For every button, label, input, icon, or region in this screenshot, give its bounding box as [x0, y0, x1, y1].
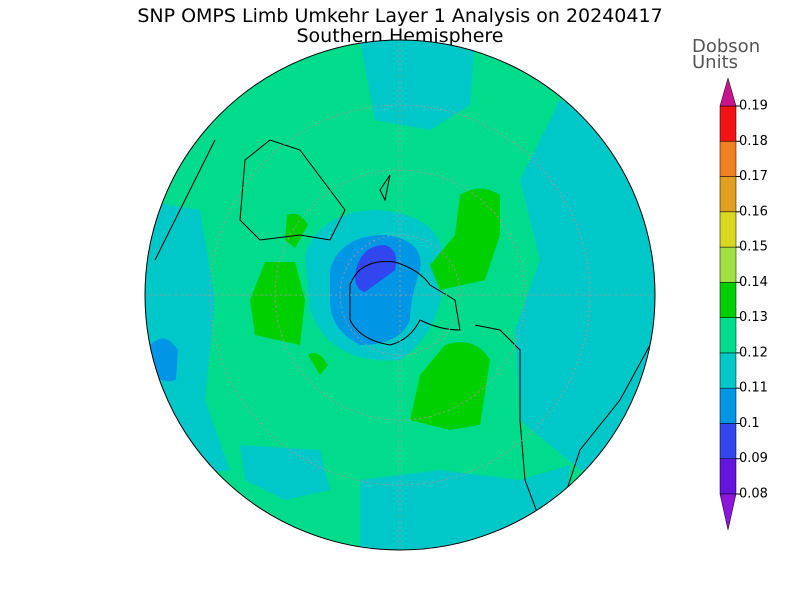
- field: [150, 338, 178, 382]
- colorbar-segment: [719, 211, 737, 248]
- field: [430, 188, 500, 290]
- field: [285, 213, 308, 248]
- graticule: [145, 40, 655, 550]
- colorbar-tick-label: 0.15: [739, 240, 768, 255]
- colorbar-label: Dobson: [692, 36, 760, 57]
- colorbar-segment: [719, 352, 737, 389]
- colorbar-segment: [719, 423, 737, 459]
- field: [410, 342, 490, 430]
- colorbar-segment: [719, 105, 737, 142]
- coastline: [154, 139, 651, 521]
- field: [308, 352, 328, 375]
- colorbar-segment: [719, 387, 737, 424]
- colorbar-tick-label: 0.08: [739, 487, 768, 502]
- colorbar-tick-label: 0.19: [739, 99, 768, 114]
- colorbar-tick-label: 0.13: [739, 310, 768, 325]
- map: [145, 40, 655, 550]
- field: [515, 100, 655, 470]
- colorbar-tick-label: 0.17: [739, 169, 768, 184]
- colorbar-segment: [719, 317, 737, 354]
- colorbar-tick-label: 0.11: [739, 381, 768, 396]
- colorbar-tick-label: 0.1: [739, 416, 760, 431]
- colorbar-segment: [719, 246, 737, 283]
- colorbar-under: [719, 493, 737, 531]
- title: SNP OMPS Limb Umkehr Layer 1 Analysis on…: [137, 5, 662, 27]
- field: [360, 40, 475, 130]
- colorbar-label: Units: [692, 52, 738, 73]
- field: [250, 262, 305, 345]
- colorbar-over: [719, 77, 737, 107]
- colorbar-segment: [719, 458, 737, 495]
- field: [355, 245, 397, 292]
- colorbar-tick-label: 0.12: [739, 345, 768, 360]
- colorbar: 0.08 0.09 0.1 0.11 0.12 0.13 0.14 0.15 0.16 0.17 0…: [719, 77, 768, 531]
- colorbar-segment: [719, 141, 737, 177]
- colorbar-segment: [719, 282, 737, 318]
- colorbar-segment: [719, 176, 737, 213]
- subtitle: Southern Hemisphere: [296, 25, 503, 47]
- colorbar-tick-label: 0.14: [739, 275, 768, 290]
- map-border: [144, 39, 656, 551]
- field: [240, 445, 330, 500]
- colorbar-tick-label: 0.18: [739, 134, 768, 149]
- colorbar-tick-label: 0.09: [739, 451, 768, 466]
- colorbar-tick-label: 0.16: [739, 204, 768, 219]
